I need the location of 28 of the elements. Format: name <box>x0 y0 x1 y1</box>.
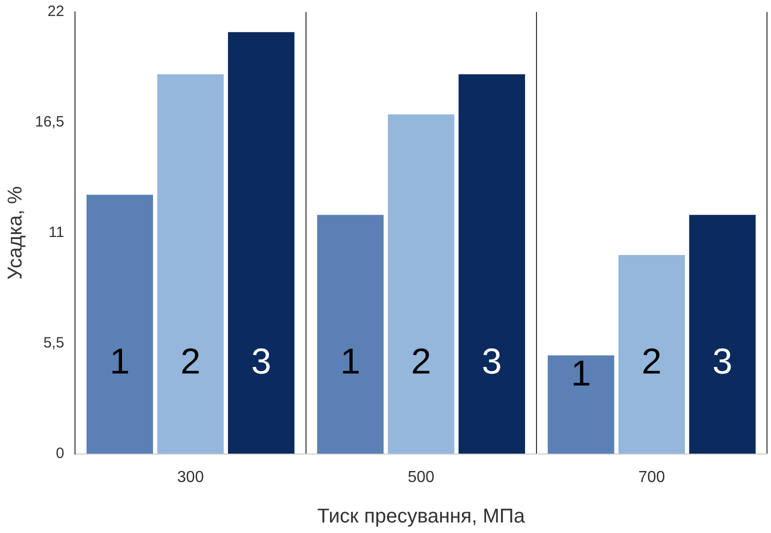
x-tick-label: 300 <box>177 468 204 486</box>
bar <box>548 355 614 454</box>
bar <box>618 254 685 454</box>
y-tick-label: 0 <box>56 444 64 462</box>
bar <box>388 114 454 454</box>
text: 2 <box>180 340 201 382</box>
text: 2 <box>411 340 432 382</box>
y-tick-label: 22 <box>48 3 64 20</box>
series-label: 3 <box>251 340 272 382</box>
x-tick-label: 500 <box>408 468 435 486</box>
y-tick-label: 16,5 <box>34 114 64 131</box>
x-tick-label: 700 <box>638 468 666 486</box>
bar <box>317 214 384 454</box>
series-label: 2 <box>642 340 662 382</box>
bar <box>458 74 526 454</box>
y-tick-label: 5,5 <box>43 334 64 352</box>
series-label: 1 <box>570 352 591 394</box>
text: 3 <box>482 340 502 382</box>
text: 1 <box>110 340 130 382</box>
text: 3 <box>712 340 732 382</box>
bar <box>689 214 756 454</box>
text: 1 <box>340 340 360 382</box>
bar <box>228 32 294 454</box>
x-axis-title: Тиск пресування, МПа <box>317 506 526 528</box>
bar <box>157 74 224 454</box>
bar <box>86 194 154 454</box>
y-axis-title: Усадка, % <box>4 186 27 280</box>
y-tick-label: 11 <box>48 224 64 242</box>
